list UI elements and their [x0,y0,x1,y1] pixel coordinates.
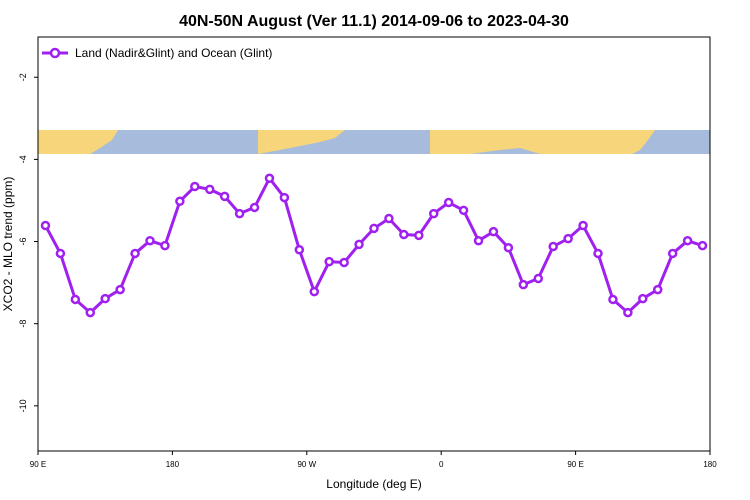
data-point [638,293,648,304]
data-point [682,235,693,246]
data-point [130,248,140,259]
data-point [70,294,81,305]
data-point [100,293,110,304]
x-tick-label: 180 [703,460,717,469]
data-point [279,192,290,203]
data-point [160,240,170,251]
data-point [623,307,633,318]
x-tick-label: 90 E [30,460,46,469]
data-point [593,248,603,259]
y-tick-label: -4 [18,155,28,163]
data-point [175,196,185,207]
data-point [443,197,454,208]
data-point [324,256,334,267]
x-tick-label: 180 [166,460,180,469]
data-point [384,213,394,224]
data-point [503,242,514,253]
data-point [414,230,424,241]
data-point [145,235,155,246]
world-map-strip [38,130,710,154]
data-point [294,245,305,255]
chart-title: 40N-50N August (Ver 11.1) 2014-09-06 to … [179,13,569,30]
data-point [578,220,588,231]
y-tick-label: -8 [18,320,28,328]
data-point [234,208,245,219]
data-point [608,294,618,305]
data-point [249,202,260,213]
data-point [428,208,439,219]
data-point [264,173,275,184]
x-axis-label: Longitude (deg E) [326,477,421,491]
data-point [667,248,678,259]
data-point [40,220,51,231]
data-point [204,184,215,195]
data-point [697,240,708,251]
data-point [190,181,200,192]
data-point [339,257,349,268]
data-point [548,241,558,252]
y-tick-label: -6 [18,238,28,246]
data-point [488,226,499,237]
data-point [55,248,66,259]
data-point [399,229,409,240]
data-point [518,279,529,290]
data-point [458,205,469,216]
data-point [354,239,364,250]
data-point [309,286,320,297]
series-line [44,175,704,315]
data-point [115,284,125,295]
data-point [369,223,379,234]
data-point [533,273,544,284]
legend-marker [49,47,61,59]
data-point [85,307,96,318]
x-tick-label: 90 E [567,460,583,469]
data-point [652,284,663,295]
data-point [563,233,573,244]
legend-label: Land (Nadir&Glint) and Ocean (Glint) [75,46,272,60]
data-point [219,191,230,202]
y-tick-label: -2 [18,73,28,81]
x-tick-label: 90 W [297,460,316,469]
y-axis-label: XCO2 - MLO trend (ppm) [1,177,15,312]
plot-frame [37,36,711,452]
x-tick-label: 0 [439,460,444,469]
y-tick-label: -10 [18,399,28,412]
data-point [473,235,484,246]
